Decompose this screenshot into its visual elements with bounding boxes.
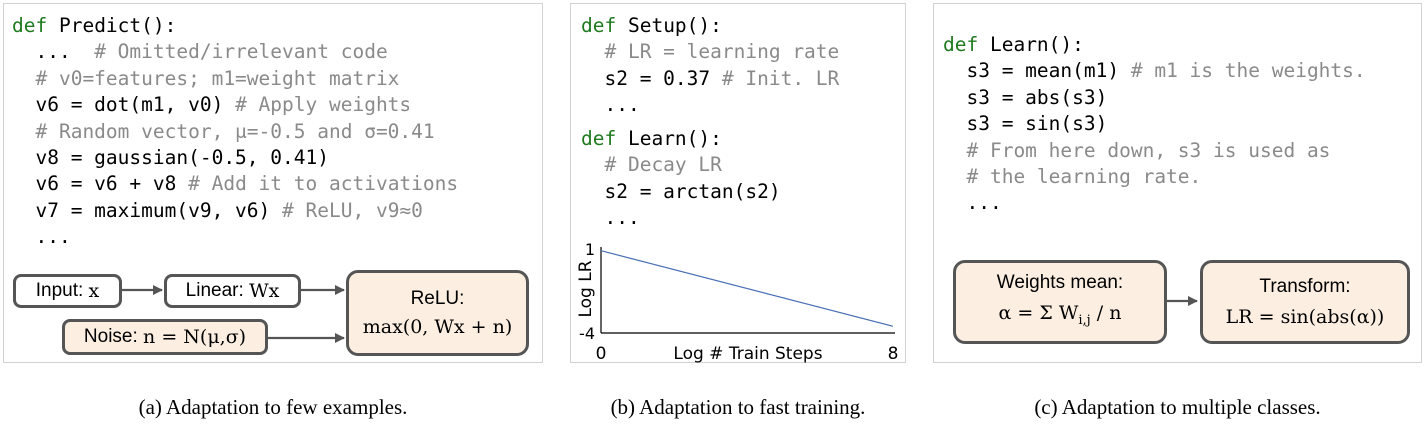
- relu-box: ReLU: max(0, Wx + n): [346, 270, 529, 356]
- panel-c-arrows: [1166, 296, 1198, 306]
- noise-var: n = N(μ,σ): [143, 326, 247, 348]
- code-line: # LR = learning rate: [581, 39, 839, 65]
- noise-label: Noise:: [83, 326, 138, 347]
- code-line: def Predict():: [12, 13, 458, 39]
- linear-box: Linear: Wx: [164, 274, 301, 308]
- x-axis-label: Log # Train Steps: [673, 344, 822, 364]
- code-line: s3 = abs(s3): [943, 85, 1366, 111]
- code-comment: # Decay LR: [581, 153, 722, 177]
- y-tick-label: -4: [579, 324, 595, 343]
- code-keyword: def: [581, 127, 628, 150]
- relu-expr: max(0, Wx + n): [362, 316, 513, 338]
- panel-b: def Setup(): # LR = learning rate s2 = 0…: [570, 3, 906, 364]
- code-line: # Decay LR: [581, 152, 781, 178]
- caption-c: (c) Adaptation to multiple classes.: [1034, 395, 1321, 419]
- input-label: Input:: [35, 280, 84, 301]
- code-text: v8 = gaussian(-0.5, 0.41): [12, 145, 329, 169]
- panel-a-arrows: [121, 285, 345, 343]
- code-line: v8 = gaussian(-0.5, 0.41): [12, 145, 458, 171]
- input-var: x: [88, 280, 100, 302]
- y-tick-label: 1: [585, 240, 595, 259]
- code-line: ...: [581, 92, 839, 118]
- code-line: ... # Omitted/irrelevant code: [12, 39, 458, 65]
- code-line: def Learn():: [943, 32, 1366, 58]
- code-text: ...: [12, 40, 95, 64]
- code-line: v6 = dot(m1, v0) # Apply weights: [12, 92, 458, 118]
- code-text: s3 = sin(s3): [943, 112, 1108, 136]
- code-comment: # From here down, s3 is used as: [943, 138, 1331, 162]
- code-text: Learn():: [989, 33, 1084, 56]
- code-keyword: def: [581, 14, 628, 37]
- code-line: s3 = sin(s3): [943, 111, 1366, 137]
- x-tick-label: 0: [596, 344, 607, 364]
- code-comment: # Random vector, μ=-0.5 and σ=0.41: [12, 119, 435, 143]
- code-line: s3 = mean(m1) # m1 is the weights.: [943, 58, 1366, 84]
- y-axis-label: Log LR: [576, 260, 596, 317]
- x-tick-label: 8: [888, 344, 899, 364]
- transform-box: Transform: LR = sin(abs(α)): [1200, 260, 1410, 344]
- code-comment: # Apply weights: [235, 93, 412, 117]
- code-text: Learn():: [627, 127, 722, 150]
- code-line: ...: [581, 205, 781, 231]
- transform-expr: LR = sin(abs(α)): [1225, 306, 1385, 328]
- code-line: # v0=features; m1=weight matrix: [12, 66, 458, 92]
- weights-mean-title: Weights mean:: [996, 272, 1124, 294]
- relu-title: ReLU:: [410, 288, 465, 309]
- code-text: ...: [581, 93, 640, 117]
- code-text: Setup():: [627, 14, 722, 37]
- code-text: v7 = maximum(v9, v6): [12, 198, 283, 222]
- code-text: v6 = v6 + v8: [12, 172, 189, 196]
- learn-code-block: def Learn(): # Decay LR s2 = arctan(s2) …: [581, 126, 781, 232]
- linear-label: Linear:: [185, 280, 244, 301]
- code-text: s2 = 0.37: [581, 66, 722, 90]
- panel-c: def Learn(): s3 = mean(m1) # m1 is the w…: [933, 3, 1422, 363]
- code-text: ...: [581, 206, 640, 230]
- noise-box: Noise: n = N(μ,σ): [62, 319, 268, 355]
- code-line: v6 = v6 + v8 # Add it to activations: [12, 171, 458, 197]
- code-comment: # the learning rate.: [943, 164, 1202, 188]
- code-line: ...: [943, 190, 1366, 216]
- weights-mean-box: Weights mean: α = Σ Wi,j / n: [953, 260, 1167, 344]
- code-comment: # v0=features; m1=weight matrix: [12, 66, 400, 90]
- code-line: s2 = arctan(s2): [581, 179, 781, 205]
- code-text: Predict():: [58, 14, 177, 37]
- code-line: ...: [12, 224, 458, 250]
- code-line: # From here down, s3 is used as: [943, 138, 1366, 164]
- lr-decay-chart: 1 -40 8 Log LR Log # Train Steps: [576, 240, 899, 364]
- code-line: def Learn():: [581, 126, 781, 152]
- code-text: s2 = arctan(s2): [581, 179, 781, 203]
- code-keyword: def: [12, 14, 59, 37]
- code-line: # Random vector, μ=-0.5 and σ=0.41: [12, 119, 458, 145]
- code-comment: # Add it to activations: [188, 172, 459, 196]
- panel-a: def Predict(): ... # Omitted/irrelevant …: [3, 3, 543, 363]
- caption-a: (a) Adaptation to few examples.: [138, 395, 408, 419]
- predict-code-block: def Predict(): ... # Omitted/irrelevant …: [12, 13, 458, 251]
- transform-title: Transform:: [1259, 276, 1351, 297]
- learn-weights-code-block: def Learn(): s3 = mean(m1) # m1 is the w…: [943, 32, 1366, 217]
- code-comment: # Omitted/irrelevant code: [94, 40, 388, 64]
- code-line: # the learning rate.: [943, 164, 1366, 190]
- caption-b: (b) Adaptation to fast training.: [610, 395, 866, 419]
- code-keyword: def: [943, 33, 990, 56]
- code-comment: # Init. LR: [721, 66, 840, 90]
- setup-code-block: def Setup(): # LR = learning rate s2 = 0…: [581, 13, 839, 119]
- weights-mean-expr: α = Σ Wi,j / n: [998, 302, 1122, 328]
- code-line: def Setup():: [581, 13, 839, 39]
- input-box: Input: x: [13, 274, 122, 308]
- code-comment: # m1 is the weights.: [1130, 59, 1366, 83]
- code-text: ...: [12, 225, 71, 249]
- code-line: s2 = 0.37 # Init. LR: [581, 66, 839, 92]
- code-text: s3 = abs(s3): [943, 85, 1108, 109]
- linear-var: Wx: [249, 280, 280, 302]
- lr-series-line: [600, 250, 894, 327]
- code-text: v6 = dot(m1, v0): [12, 93, 236, 117]
- code-text: ...: [943, 191, 1002, 215]
- code-text: s3 = mean(m1): [943, 59, 1131, 83]
- code-comment: # LR = learning rate: [581, 40, 840, 64]
- code-line: v7 = maximum(v9, v6) # ReLU, v9≈0: [12, 198, 458, 224]
- code-comment: # ReLU, v9≈0: [282, 198, 423, 222]
